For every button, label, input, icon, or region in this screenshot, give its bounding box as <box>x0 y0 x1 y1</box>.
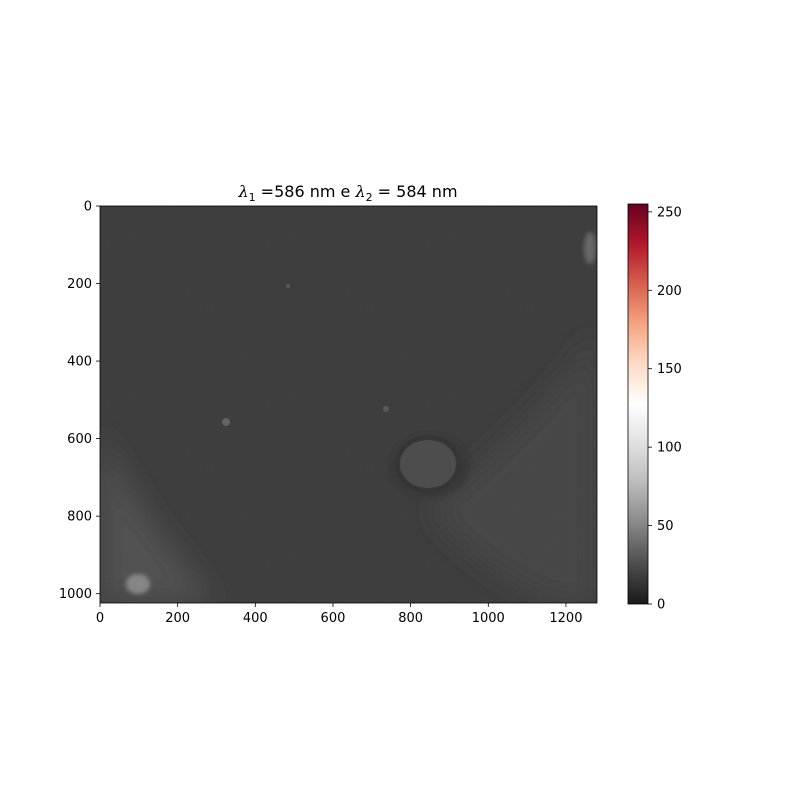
y-axis: 0 200 400 600 800 1000 <box>59 200 100 602</box>
heatmap-image <box>100 206 597 603</box>
x-tick-label: 200 <box>165 611 190 626</box>
x-tick-label: 800 <box>398 611 423 626</box>
x-axis: 0 200 400 600 800 1000 1200 <box>96 603 582 626</box>
heatmap-frame <box>99 205 598 604</box>
y-tick-label: 600 <box>67 432 92 447</box>
colorbar-gradient <box>628 204 648 604</box>
y-tick-label: 200 <box>67 277 92 292</box>
y-tick-label: 0 <box>84 200 92 215</box>
colorbar-tick-label: 50 <box>657 519 674 534</box>
y-tick-label: 1000 <box>59 587 92 602</box>
colorbar-tick-label: 100 <box>657 441 682 456</box>
x-tick-label: 1200 <box>549 611 582 626</box>
colorbar: 0 50 100 150 200 250 <box>627 203 682 613</box>
x-tick-label: 400 <box>243 611 268 626</box>
y-tick-label: 400 <box>67 355 92 370</box>
colorbar-tick-label: 250 <box>657 205 682 220</box>
colorbar-tick-label: 0 <box>657 598 665 613</box>
x-tick-label: 600 <box>321 611 346 626</box>
x-tick-label: 1000 <box>472 611 505 626</box>
colorbar-axis: 0 50 100 150 200 250 <box>648 205 682 613</box>
noise-overlay <box>100 206 597 603</box>
chart-title: λ1 =586 nm e λ2 = 584 nm <box>237 182 457 204</box>
colorbar-tick-label: 200 <box>657 284 682 299</box>
x-tick-label: 0 <box>96 611 104 626</box>
colorbar-tick-label: 150 <box>657 362 682 377</box>
y-tick-label: 800 <box>67 510 92 525</box>
colorbar-frame <box>627 203 649 605</box>
